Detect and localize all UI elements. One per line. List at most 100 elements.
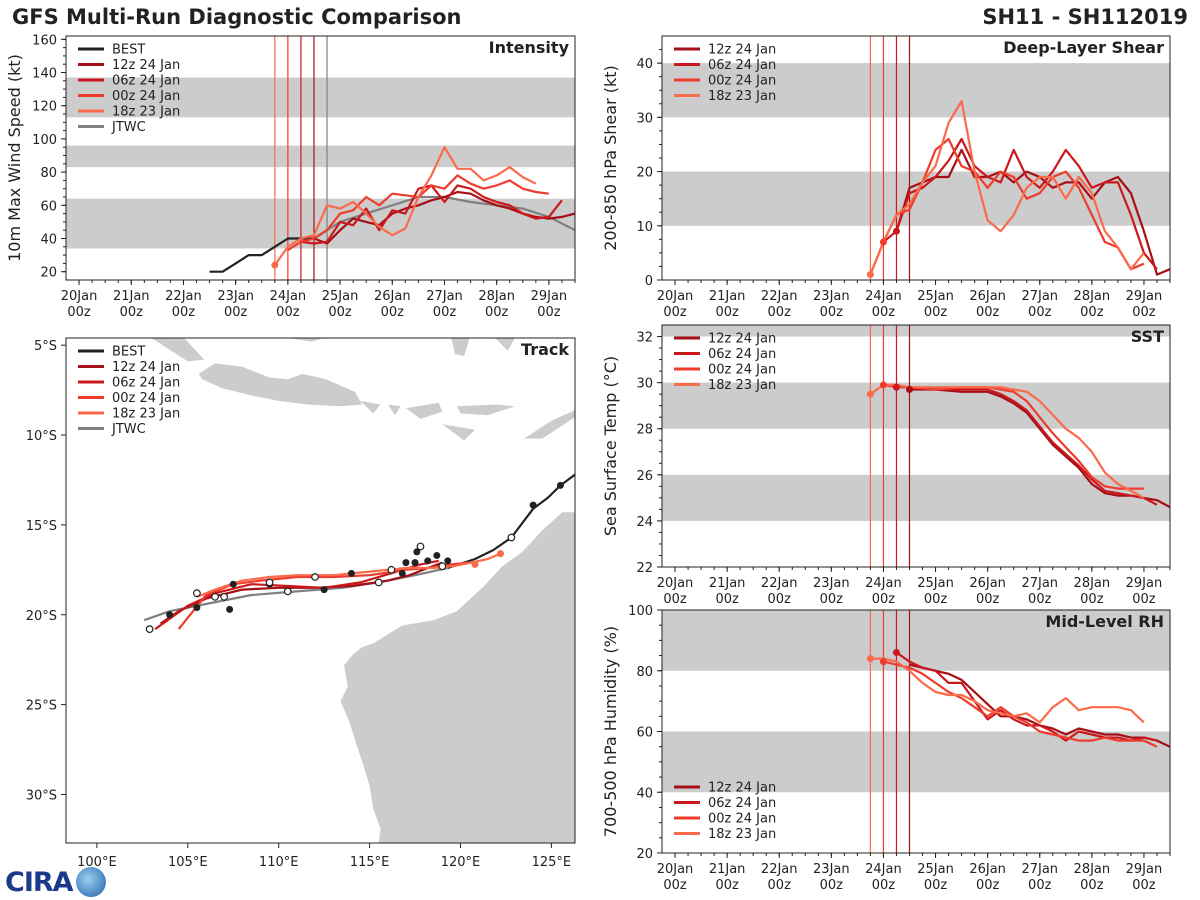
sst-xtick-label: 26Jan — [969, 576, 1006, 591]
shear-series-06z-24-jan — [882, 137, 1158, 270]
track-point-open — [220, 592, 229, 601]
intensity-xtick-hour: 00z — [224, 305, 248, 320]
rh-ytick-label: 100 — [628, 604, 653, 619]
sst-xtick-hour: 00z — [715, 592, 739, 607]
legend-label-12z-24-jan: 12z 24 Jan — [708, 43, 776, 58]
track-point-filled — [402, 559, 410, 567]
australia-landmass — [340, 512, 575, 843]
sumatra-landmass — [151, 338, 205, 362]
intensity-xtick-hour: 00z — [381, 305, 405, 320]
shear-xtick-label: 29Jan — [1126, 289, 1163, 304]
track-point-filled — [398, 569, 406, 577]
rh-xtick-label: 23Jan — [813, 862, 850, 877]
sst-init-marker — [866, 390, 874, 398]
sst-ytick-label: 22 — [636, 561, 653, 576]
shear-xtick-hour: 00z — [663, 305, 687, 320]
sst-ylabel: Sea Surface Temp (°C) — [601, 356, 620, 536]
legend-label-12z-24-jan: 12z 24 Jan — [708, 332, 776, 347]
sst-xtick-hour: 00z — [1080, 592, 1104, 607]
track-point-filled — [411, 559, 419, 567]
track-point-open — [283, 587, 292, 596]
track-point-open — [311, 573, 319, 581]
sst-xtick-label: 21Jan — [709, 576, 746, 591]
track-point-filled — [320, 586, 328, 594]
intensity-xtick-hour: 00z — [276, 305, 300, 320]
sst-xtick-hour: 00z — [663, 592, 687, 607]
shear-xtick-hour: 00z — [820, 305, 844, 320]
sst-ytick-label: 32 — [636, 331, 653, 346]
rh-xtick-label: 29Jan — [1126, 862, 1163, 877]
intensity-xtick-label: 25Jan — [322, 289, 359, 304]
track-xtick-label: 120°E — [441, 855, 481, 870]
sst-xtick-label: 28Jan — [1074, 576, 1111, 591]
logo-text: CIRA — [5, 866, 74, 898]
landmasses — [151, 338, 575, 843]
rh-xtick-hour: 00z — [1028, 878, 1052, 893]
rh-ytick-label: 80 — [636, 665, 653, 680]
intensity-xtick-label: 26Jan — [374, 289, 411, 304]
intensity-series-best — [209, 229, 328, 273]
sst-xtick-label: 25Jan — [917, 576, 954, 591]
track-ytick-label: 20°S — [26, 609, 57, 624]
intensity-ytick-label: 40 — [40, 233, 57, 248]
shear-xtick-hour: 00z — [924, 305, 948, 320]
track-xtick-label: 125°E — [532, 855, 572, 870]
timor-landmass — [524, 410, 575, 439]
legend-label-18z-23-jan: 18z 23 Jan — [112, 105, 180, 120]
sumba-landmass — [442, 424, 475, 441]
shear-xtick-hour: 00z — [715, 305, 739, 320]
shear-xtick-label: 28Jan — [1074, 289, 1111, 304]
sst-frame — [661, 324, 1171, 568]
buton-landmass — [495, 338, 515, 351]
legend-label-06z-24-jan: 06z 24 Jan — [112, 376, 180, 391]
sst-xtick-label: 22Jan — [761, 576, 798, 591]
sst-shade-band — [662, 474, 1170, 521]
legend-label-06z-24-jan: 06z 24 Jan — [708, 796, 776, 811]
sst-ytick-label: 24 — [636, 515, 653, 530]
rh-panel: 2040608010020Jan00z21Jan00z22Jan00z23Jan… — [601, 604, 1171, 893]
page-title: GFS Multi-Run Diagnostic Comparison — [12, 5, 462, 29]
legend-label-00z-24-jan: 00z 24 Jan — [708, 812, 776, 827]
shear-shade-band — [662, 171, 1170, 226]
shear-xtick-hour: 00z — [1080, 305, 1104, 320]
legend-label-12z-24-jan: 12z 24 Jan — [708, 781, 776, 796]
legend-label-18z-23-jan: 18z 23 Jan — [708, 89, 776, 104]
legend-label-00z-24-jan: 00z 24 Jan — [708, 74, 776, 89]
track-xtick-label: 105°E — [168, 855, 208, 870]
intensity-xtick-hour: 00z — [67, 305, 91, 320]
legend-label-06z-24-jan: 06z 24 Jan — [112, 74, 180, 89]
track-ytick-label: 10°S — [26, 429, 57, 444]
sst-title: SST — [1131, 327, 1164, 346]
intensity-xtick-hour: 00z — [328, 305, 352, 320]
rh-title: Mid-Level RH — [1045, 612, 1164, 631]
sst-init-marker — [892, 383, 900, 391]
legend-label-jtwc: JTWC — [111, 422, 146, 437]
shear-xtick-label: 20Jan — [657, 289, 694, 304]
rh-xtick-hour: 00z — [715, 878, 739, 893]
track-forecast-start — [471, 560, 479, 568]
borneo-landmass — [287, 338, 325, 342]
rh-xtick-label: 22Jan — [761, 862, 798, 877]
rh-init-marker — [892, 649, 900, 657]
rh-series-18z-23-jan — [870, 657, 1145, 724]
legend-label-18z-23-jan: 18z 23 Jan — [112, 407, 180, 422]
cira-logo: CIRA — [5, 866, 106, 898]
sst-ytick-label: 26 — [636, 469, 653, 484]
sst-panel: 22242628303220Jan00z21Jan00z22Jan00z23Ja… — [601, 324, 1171, 607]
rh-ytick-label: 40 — [636, 786, 653, 801]
track-point-filled — [229, 580, 237, 588]
rh-series-00z-24-jan — [883, 660, 1158, 748]
shear-xtick-label: 23Jan — [813, 289, 850, 304]
intensity-xtick-label: 22Jan — [165, 289, 202, 304]
track-title: Track — [521, 340, 569, 359]
legend-label-00z-24-jan: 00z 24 Jan — [112, 391, 180, 406]
track-point-filled — [444, 557, 452, 565]
intensity-frame — [65, 35, 576, 281]
rh-xtick-hour: 00z — [872, 878, 896, 893]
track-xtick-label: 115°E — [350, 855, 390, 870]
sst-ytick-label: 30 — [636, 377, 653, 392]
shear-ytick-label: 30 — [636, 111, 653, 126]
track-point-filled — [226, 605, 234, 613]
storm-id: SH11 - SH112019 — [982, 5, 1188, 29]
rh-series-06z-24-jan — [895, 651, 1158, 742]
